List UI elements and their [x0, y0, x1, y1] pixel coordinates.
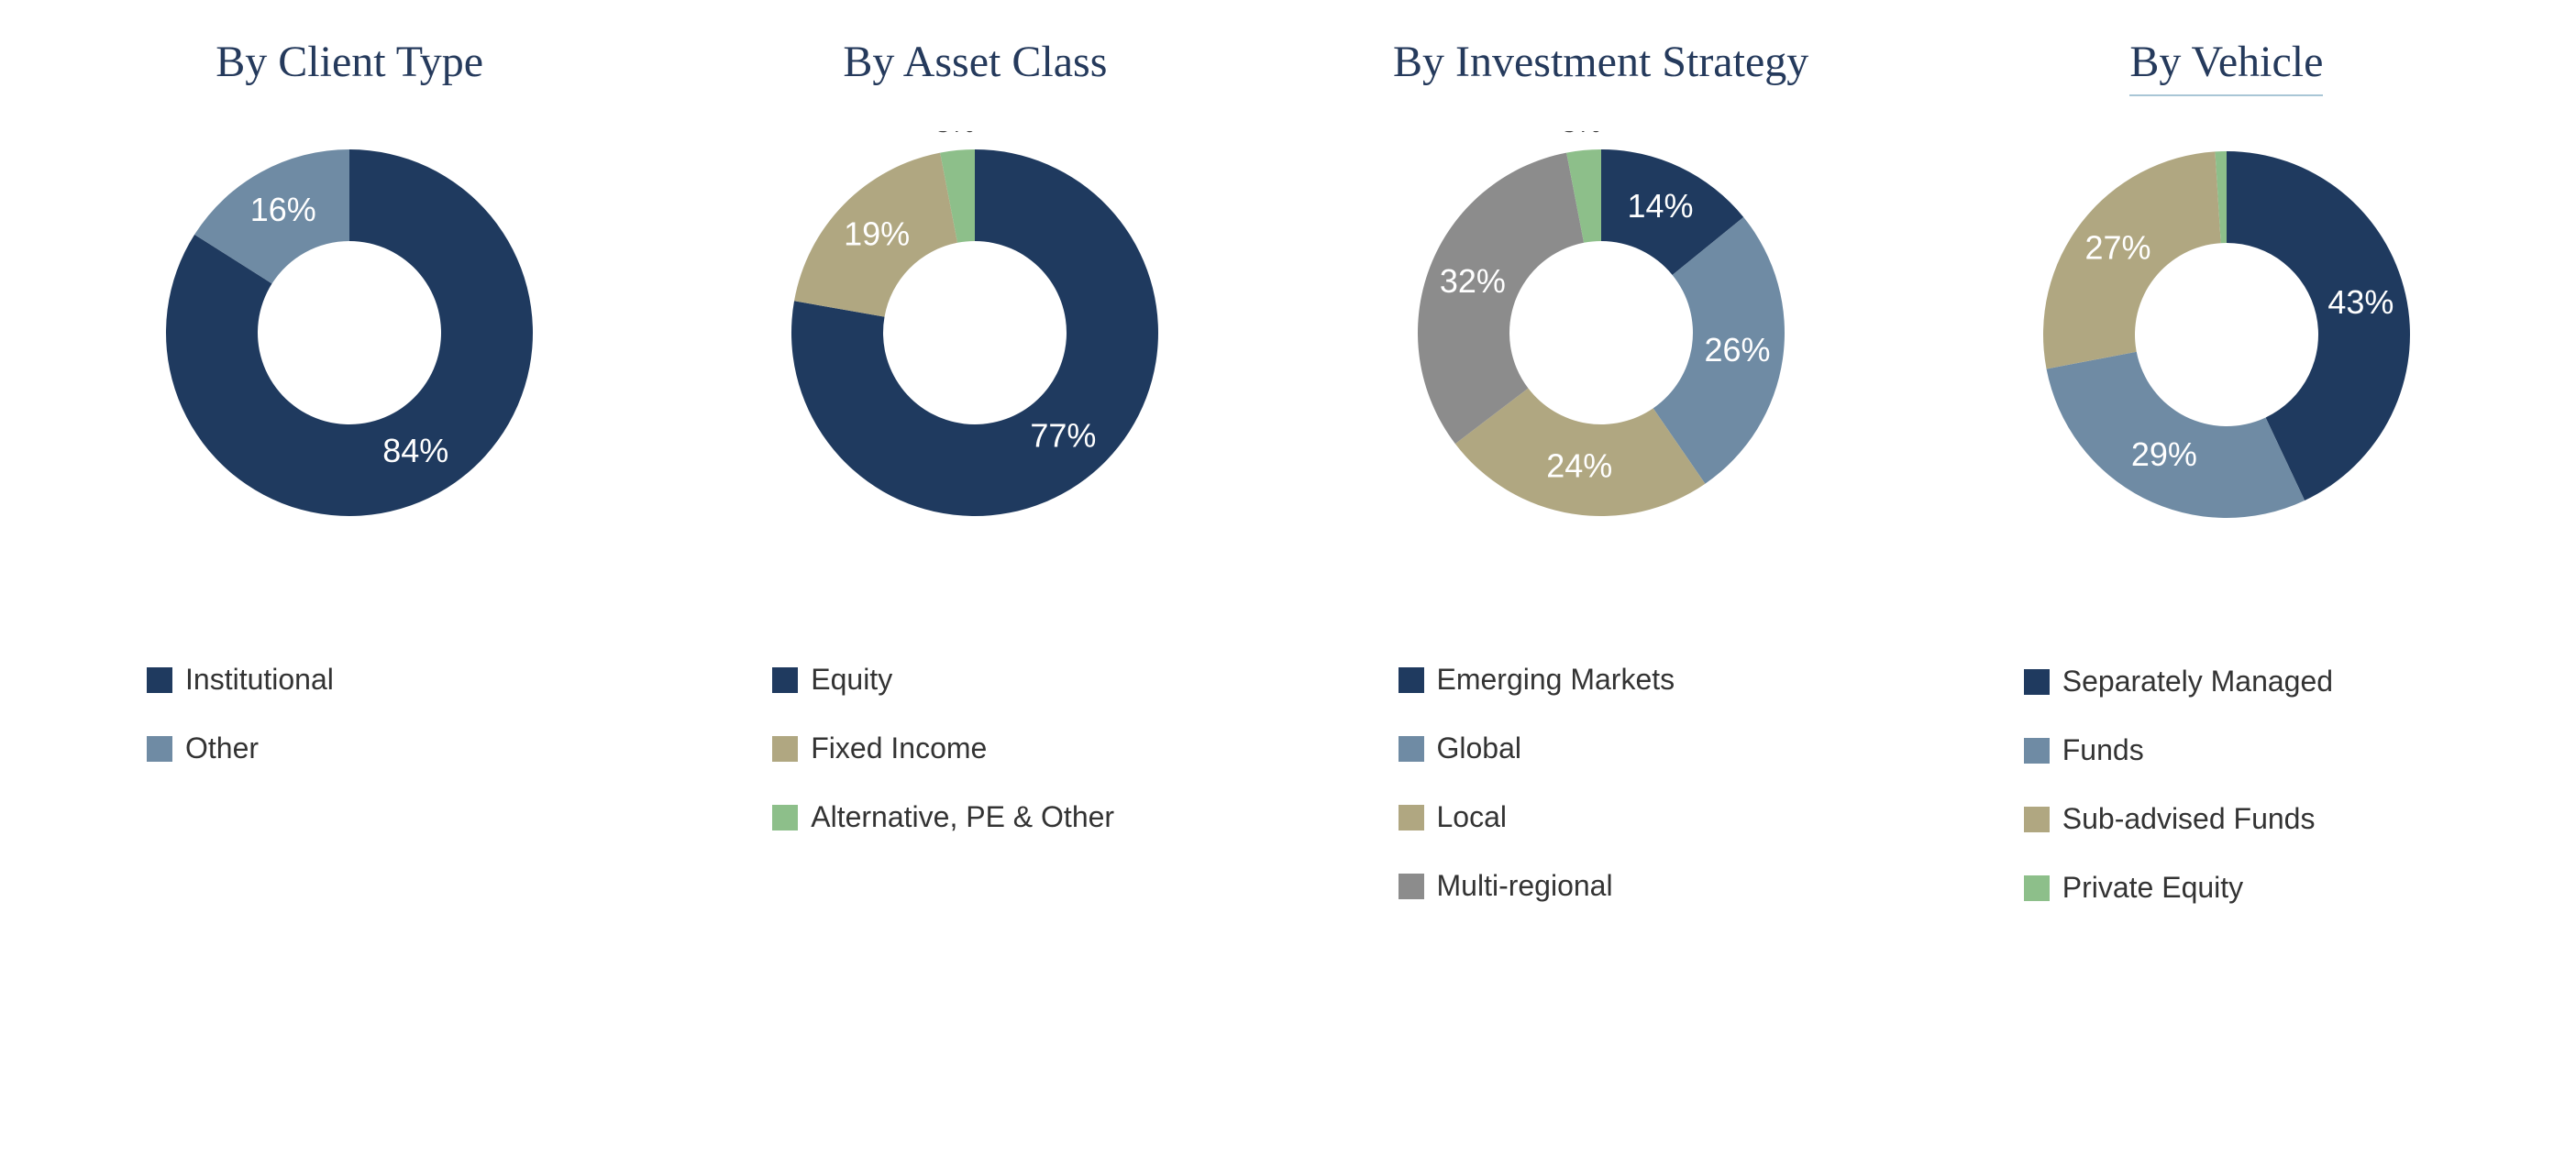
legend-item: Sub-advised Funds [2024, 802, 2333, 836]
legend-item: Separately Managed [2024, 665, 2333, 698]
donut-chart: 84%16% [148, 131, 551, 534]
legend-swatch [2024, 875, 2050, 901]
legend-label: Institutional [185, 663, 334, 697]
legend-swatch [1399, 736, 1424, 762]
legend-label: Local [1437, 800, 1508, 834]
chart-title: By Vehicle [2129, 37, 2323, 96]
legend-label: Other [185, 732, 259, 765]
chart-panel-client_type: By Client Type 84%16% Institutional Other [37, 37, 662, 1166]
legend-label: Separately Managed [2062, 665, 2333, 698]
page-root: By Client Type84%16%InstitutionalOtherBy… [0, 0, 2576, 1166]
legend-swatch [2024, 669, 2050, 695]
legend-swatch [147, 667, 172, 693]
chart-title: By Client Type [216, 37, 483, 94]
legend-label: Private Equity [2062, 871, 2243, 905]
donut-slice [2046, 352, 2305, 518]
legend-swatch [147, 736, 172, 762]
legend-item: Equity [772, 663, 1114, 697]
donut-chart: 14%26%24%32%3% [1399, 131, 1803, 534]
legend-item: Multi-regional [1399, 869, 1675, 903]
slice-label: 3% [1561, 131, 1600, 138]
legend-swatch [772, 805, 798, 830]
chart-legend: Separately Managed Funds Sub-advised Funds… [1914, 665, 2333, 940]
chart-panel-investment_strategy: By Investment Strategy 14%26%24%32%3% Emer… [1288, 37, 1914, 1166]
donut-chart: 43%29%27% [2025, 133, 2428, 536]
legend-item: Other [147, 732, 334, 765]
chart-panel-asset_class: By Asset Class 77%19%3% Equity Fixed Income… [662, 37, 1288, 1166]
legend-item: Local [1399, 800, 1675, 834]
legend-item: Funds [2024, 733, 2333, 767]
legend-swatch [772, 736, 798, 762]
legend-swatch [1399, 667, 1424, 693]
legend-label: Multi-regional [1437, 869, 1613, 903]
legend-item: Institutional [147, 663, 334, 697]
legend-item: Global [1399, 732, 1675, 765]
legend-swatch [2024, 807, 2050, 832]
donut-chart: 77%19%3% [773, 131, 1177, 534]
chart-title: By Asset Class [843, 37, 1107, 94]
donut-slice [794, 153, 957, 317]
legend-label: Emerging Markets [1437, 663, 1675, 697]
legend-label: Sub-advised Funds [2062, 802, 2316, 836]
chart-title: By Investment Strategy [1393, 37, 1808, 94]
legend-label: Equity [811, 663, 892, 697]
legend-item: Private Equity [2024, 871, 2333, 905]
legend-label: Funds [2062, 733, 2144, 767]
legend-item: Alternative, PE & Other [772, 800, 1114, 834]
chart-legend: Institutional Other [37, 663, 334, 800]
donut-slice [2043, 151, 2221, 368]
legend-swatch [1399, 874, 1424, 899]
legend-label: Global [1437, 732, 1522, 765]
chart-legend: Equity Fixed Income Alternative, PE & Othe… [662, 663, 1114, 869]
legend-label: Alternative, PE & Other [811, 800, 1114, 834]
legend-swatch [772, 667, 798, 693]
legend-label: Fixed Income [811, 732, 987, 765]
legend-item: Emerging Markets [1399, 663, 1675, 697]
legend-swatch [1399, 805, 1424, 830]
donut-slice [1418, 153, 1584, 445]
chart-panel-vehicle: By Vehicle 43%29%27% Separately Managed Fun… [1914, 37, 2539, 1166]
legend-swatch [2024, 738, 2050, 764]
slice-label: 3% [935, 131, 975, 138]
legend-item: Fixed Income [772, 732, 1114, 765]
chart-legend: Emerging Markets Global Local Multi-regiona… [1288, 663, 1675, 938]
